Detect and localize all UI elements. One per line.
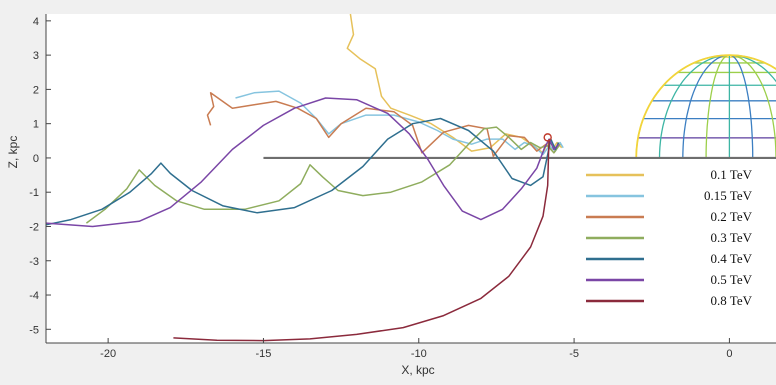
legend-label-5: 0.5 TeV — [711, 272, 753, 287]
axes: 4 3 2 1 0 -1 -2 -3 -4 -5 -20 -15 -10 -5 0 — [29, 14, 776, 360]
y-axis-title: Z, kpc — [6, 136, 20, 169]
y-tick-label: -5 — [29, 324, 39, 336]
legend-label-2: 0.2 TeV — [711, 209, 753, 224]
y-tick-label: -1 — [29, 187, 39, 199]
halo-longitude — [729, 54, 776, 83]
legend: 0.1 TeV 0.15 TeV 0.2 TeV 0.3 TeV 0.4 TeV 0.5 … — [576, 160, 776, 310]
legend-label-0: 0.1 TeV — [711, 167, 753, 182]
series-line-3 — [85, 126, 561, 224]
legend-label-1: 0.15 TeV — [704, 188, 753, 203]
halo-longitude — [705, 54, 730, 158]
halo-longitude — [729, 54, 776, 158]
halo-outline — [635, 54, 776, 158]
legend-label-4: 0.4 TeV — [711, 251, 753, 266]
y-tick-label: 4 — [33, 16, 39, 28]
x-tick-label: -10 — [411, 348, 427, 360]
y-tick-label: -4 — [29, 290, 39, 302]
y-tick-label: 1 — [33, 119, 39, 131]
series-group — [45, 13, 564, 342]
x-tick-label: -20 — [100, 348, 116, 360]
y-tick-label: -3 — [29, 256, 39, 268]
series-line-5 — [45, 97, 560, 228]
series-line-6 — [173, 139, 550, 342]
series-line-2 — [206, 92, 560, 157]
x-tick-label: -5 — [569, 348, 579, 360]
source-marker-group — [543, 133, 552, 142]
legend-label-6: 0.8 TeV — [711, 293, 753, 308]
legend-label-3: 0.3 TeV — [711, 230, 753, 245]
x-tick-label: 0 — [726, 348, 732, 360]
y-tick-label: 0 — [33, 153, 39, 165]
y-tick-label: 3 — [33, 50, 39, 62]
halo-longitude — [682, 54, 730, 158]
halo-longitude — [658, 54, 730, 158]
series-line-4 — [45, 117, 560, 226]
series-line-1 — [235, 90, 564, 156]
halo-longitude — [729, 54, 754, 158]
legend-box — [576, 160, 776, 310]
y-tick-label: -2 — [29, 221, 39, 233]
y-tick-label: 2 — [33, 84, 39, 96]
source-marker — [543, 133, 552, 142]
halo-sphere — [635, 54, 776, 158]
x-axis-title: X, kpc — [401, 363, 434, 377]
x-tick-label: -15 — [255, 348, 271, 360]
